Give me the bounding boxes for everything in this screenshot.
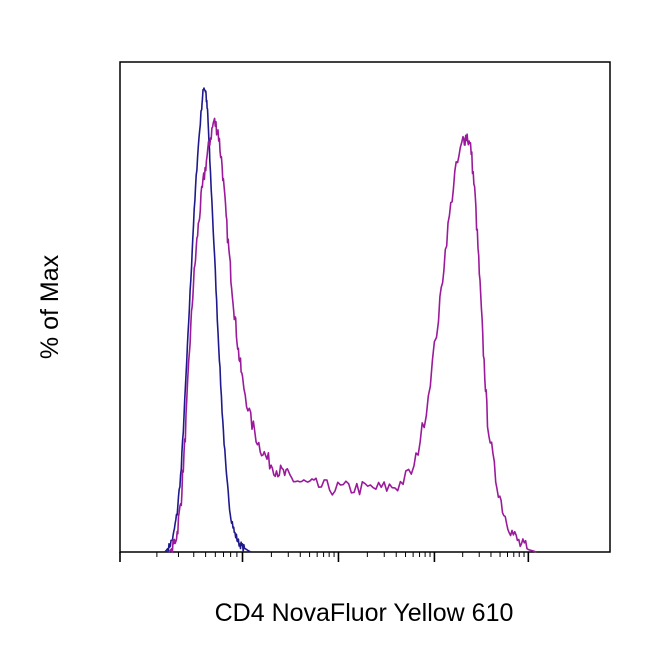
- y-axis-label: % of Max: [36, 254, 64, 359]
- x-axis-ticks: [119, 552, 530, 562]
- series-control-line: [164, 87, 252, 553]
- series-layer: [164, 87, 537, 553]
- x-axis-label: CD4 NovaFluor Yellow 610: [215, 599, 514, 627]
- series-cd4-line: [168, 117, 537, 553]
- plot-frame: [119, 61, 611, 553]
